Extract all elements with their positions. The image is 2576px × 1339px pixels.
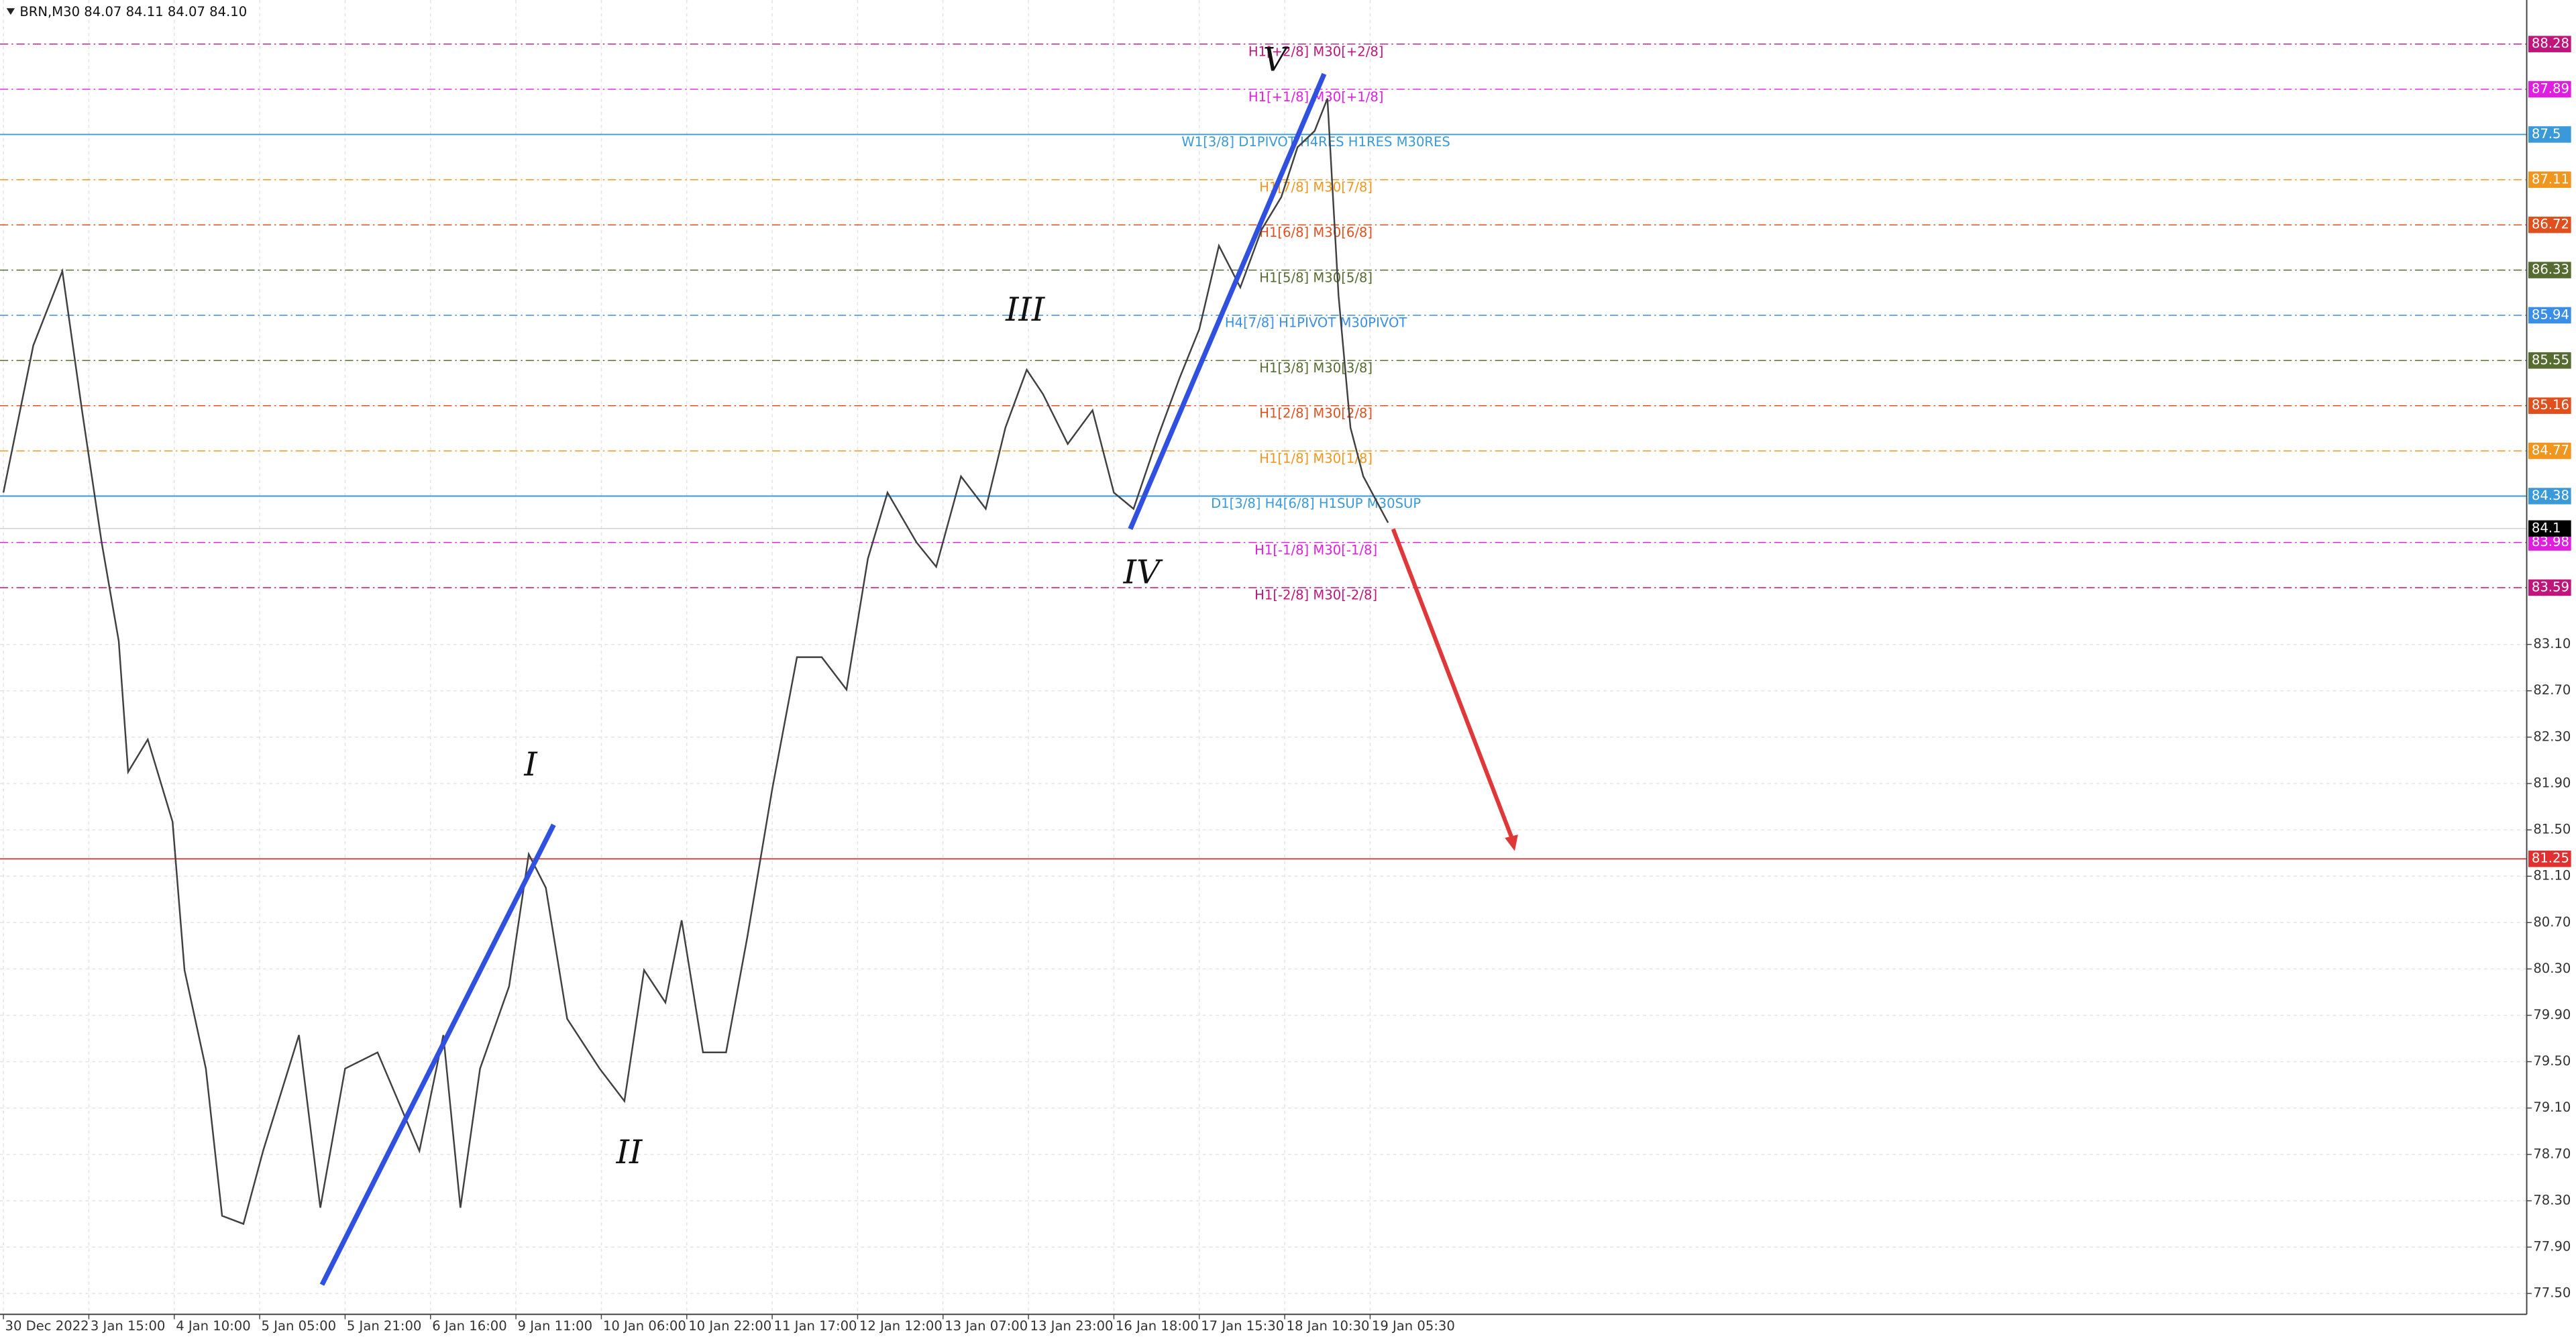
level-label: D1[3/8] H4[6/8] H1SUP M30SUP bbox=[1211, 496, 1421, 511]
wave-label: III bbox=[1005, 290, 1046, 329]
x-tick-label: 13 Jan 23:00 bbox=[1030, 1318, 1114, 1334]
price-box bbox=[2528, 126, 2571, 143]
price-box-label: 87.89 bbox=[2532, 81, 2569, 97]
axes: 77.50 77.90 78.30 78.70 79.10 79.50 79.90 80.30… bbox=[3, 36, 2571, 1334]
price-box-label: 86.33 bbox=[2532, 262, 2569, 277]
y-tick-label: 81.10 bbox=[2533, 868, 2571, 883]
x-tick-label: 17 Jan 15:30 bbox=[1201, 1318, 1284, 1334]
x-tick-label: 16 Jan 18:00 bbox=[1116, 1318, 1199, 1334]
y-tick-label: 80.30 bbox=[2533, 961, 2571, 976]
wave-label: I bbox=[523, 745, 538, 784]
price-box bbox=[2528, 307, 2571, 324]
price-box bbox=[2528, 81, 2571, 98]
y-tick-label: 77.50 bbox=[2533, 1285, 2571, 1301]
price-box bbox=[2528, 352, 2571, 369]
x-tick-label: 18 Jan 10:30 bbox=[1287, 1318, 1370, 1334]
level-label: H1[-2/8] M30[-2/8] bbox=[1254, 588, 1377, 603]
x-tick-label: 13 Jan 07:00 bbox=[945, 1318, 1028, 1334]
x-tick-label: 19 Jan 05:30 bbox=[1372, 1318, 1455, 1334]
price-box-label: 85.55 bbox=[2532, 352, 2569, 368]
price-box bbox=[2528, 397, 2571, 414]
forecast-arrow bbox=[1391, 528, 1515, 843]
level-label: H1[+2/8] M30[+2/8] bbox=[1248, 44, 1384, 59]
level-label: H1[-1/8] M30[-1/8] bbox=[1254, 542, 1377, 557]
price-box-label: 84.77 bbox=[2532, 443, 2569, 458]
price-box-label: 84.1 bbox=[2532, 520, 2561, 535]
x-tick-label: 6 Jan 16:00 bbox=[432, 1318, 507, 1334]
y-tick-label: 78.70 bbox=[2533, 1146, 2571, 1161]
price-box bbox=[2528, 262, 2571, 278]
level-label: H1[2/8] M30[2/8] bbox=[1259, 405, 1373, 421]
price-box-label: 85.94 bbox=[2532, 307, 2569, 322]
wave-label: V bbox=[1263, 41, 1290, 79]
x-tick-label: 5 Jan 05:00 bbox=[262, 1318, 337, 1334]
trend-line bbox=[1128, 72, 1327, 531]
price-box-label: 83.59 bbox=[2532, 579, 2569, 594]
x-tick-label: 12 Jan 12:00 bbox=[859, 1318, 943, 1334]
price-box bbox=[2528, 579, 2571, 596]
y-tick-label: 80.70 bbox=[2533, 914, 2571, 930]
x-tick-label: 11 Jan 17:00 bbox=[774, 1318, 857, 1334]
price-box bbox=[2528, 442, 2571, 460]
level-label: H1[7/8] M30[7/8] bbox=[1259, 180, 1373, 195]
y-tick-label: 79.10 bbox=[2533, 1100, 2571, 1115]
price-box bbox=[2528, 534, 2571, 551]
y-tick-label: 83.10 bbox=[2533, 636, 2571, 651]
price-box bbox=[2528, 488, 2571, 504]
y-tick-label: 82.30 bbox=[2533, 729, 2571, 744]
price-box bbox=[2528, 520, 2571, 537]
y-tick-label: 79.50 bbox=[2533, 1053, 2571, 1069]
price-box-label: 87.5 bbox=[2532, 126, 2561, 142]
price-box-label: 83.98 bbox=[2532, 534, 2569, 549]
price-box-label: 88.28 bbox=[2532, 36, 2569, 51]
wave-label: IV bbox=[1123, 553, 1163, 592]
price-box-label: 81.25 bbox=[2532, 851, 2569, 866]
y-tick-label: 79.90 bbox=[2533, 1007, 2571, 1022]
x-tick-label: 10 Jan 22:00 bbox=[688, 1318, 771, 1334]
trend-line bbox=[319, 823, 556, 1286]
x-tick-label: 9 Jan 11:00 bbox=[518, 1318, 593, 1334]
wave-label: II bbox=[616, 1133, 643, 1171]
price-box bbox=[2528, 36, 2571, 52]
y-tick-label: 81.90 bbox=[2533, 775, 2571, 790]
price-box-label: 86.72 bbox=[2532, 217, 2569, 232]
level-label: H1[5/8] M30[5/8] bbox=[1259, 270, 1373, 285]
level-label: H1[6/8] M30[6/8] bbox=[1259, 225, 1373, 240]
level-label: H1[3/8] M30[3/8] bbox=[1259, 360, 1373, 376]
price-line bbox=[2, 98, 1389, 1226]
y-tick-label: 78.30 bbox=[2533, 1192, 2571, 1208]
grid bbox=[0, 0, 2527, 1315]
price-box bbox=[2528, 216, 2571, 233]
price-box-label: 84.38 bbox=[2532, 488, 2569, 503]
price-box-label: 85.16 bbox=[2532, 397, 2569, 413]
header: BRN,M30 84.07 84.11 84.07 84.10 bbox=[19, 4, 247, 19]
y-tick-label: 82.70 bbox=[2533, 682, 2571, 698]
price-box bbox=[2528, 171, 2571, 189]
arrow-head bbox=[1505, 835, 1518, 851]
x-tick-label: 30 Dec 2022 bbox=[5, 1318, 89, 1334]
level-label: H1[1/8] M30[1/8] bbox=[1259, 451, 1373, 466]
x-tick-label: 5 Jan 21:00 bbox=[347, 1318, 422, 1334]
series bbox=[2, 98, 1389, 1226]
x-tick-label: 10 Jan 06:00 bbox=[603, 1318, 686, 1334]
level-label: W1[3/8] D1PIVOT H4RES H1RES M30RES bbox=[1181, 134, 1450, 150]
y-tick-label: 81.50 bbox=[2533, 822, 2571, 837]
y-tick-label: 77.90 bbox=[2533, 1239, 2571, 1254]
x-tick-label: 3 Jan 15:00 bbox=[91, 1318, 166, 1334]
menu-icon[interactable] bbox=[6, 8, 15, 15]
level-label: H4[7/8] H1PIVOT M30PIVOT bbox=[1225, 315, 1407, 331]
levels: H1[+2/8] M30[+2/8]H1[+1/8] M30[+1/8]W1[3… bbox=[0, 43, 2527, 860]
x-tick-label: 4 Jan 10:00 bbox=[176, 1318, 251, 1334]
price-box bbox=[2528, 851, 2571, 867]
price-box-label: 87.11 bbox=[2532, 171, 2569, 186]
